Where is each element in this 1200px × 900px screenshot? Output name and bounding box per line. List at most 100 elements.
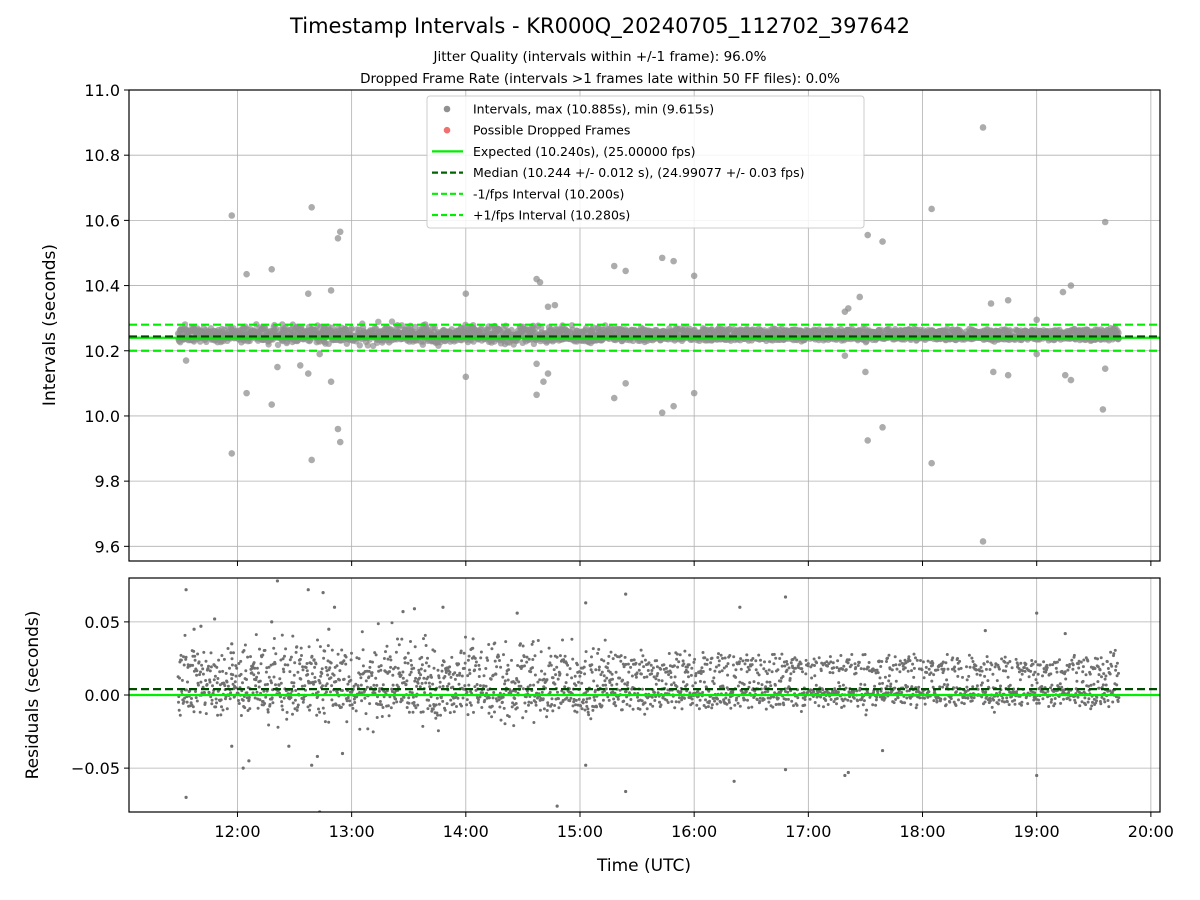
residual-point xyxy=(280,700,284,704)
residual-point xyxy=(312,682,315,686)
residual-point xyxy=(698,698,702,702)
residual-point xyxy=(891,663,895,667)
residual-point xyxy=(625,683,629,687)
residual-point xyxy=(680,698,684,702)
residual-point xyxy=(600,704,604,708)
residual-point xyxy=(392,701,396,705)
residual-point xyxy=(557,697,560,701)
residual-point xyxy=(935,699,939,703)
residual-point xyxy=(638,662,642,666)
residual-point xyxy=(673,706,677,710)
residual-point xyxy=(642,665,646,669)
residual-point xyxy=(710,656,714,660)
residual-point xyxy=(915,658,919,662)
residual-point xyxy=(329,661,333,665)
residual-point xyxy=(734,668,738,672)
residual-point xyxy=(481,691,484,695)
residual-point xyxy=(513,697,517,700)
residual-point xyxy=(353,701,357,704)
residual-point xyxy=(423,691,427,695)
residual-point xyxy=(382,657,386,660)
residual-point xyxy=(468,672,472,675)
residual-point xyxy=(430,675,433,679)
interval-outlier-point xyxy=(540,378,547,386)
residual-point xyxy=(524,709,528,713)
residual-point xyxy=(317,707,320,711)
residual-point xyxy=(717,663,721,667)
residual-point xyxy=(405,706,409,709)
residual-point xyxy=(650,695,654,699)
residual-point xyxy=(601,698,605,702)
residual-point xyxy=(510,658,513,662)
residual-point xyxy=(493,659,497,663)
interval-point xyxy=(203,338,210,346)
residual-point xyxy=(191,705,195,709)
residual-point xyxy=(788,677,792,680)
residual-point xyxy=(351,706,355,710)
residual-point xyxy=(313,680,317,684)
residual-point xyxy=(1007,703,1011,707)
residual-point xyxy=(205,683,209,686)
residual-point xyxy=(421,710,425,714)
residual-point xyxy=(906,685,909,689)
residual-point xyxy=(536,696,539,700)
residual-point xyxy=(289,696,293,699)
residual-point xyxy=(582,698,585,702)
residual-point xyxy=(571,657,575,661)
residual-point xyxy=(464,635,467,639)
residual-point xyxy=(554,673,558,677)
residual-point xyxy=(650,672,654,676)
residual-point xyxy=(220,654,224,657)
residual-point xyxy=(428,685,432,689)
residual-point xyxy=(284,647,288,651)
interval-outlier-point xyxy=(533,391,540,399)
residual-point xyxy=(230,657,234,661)
residual-point xyxy=(490,715,494,719)
residual-point xyxy=(477,698,480,702)
residual-point xyxy=(640,699,644,703)
residual-point xyxy=(203,701,207,705)
residual-point xyxy=(478,667,482,671)
residual-point xyxy=(543,672,547,676)
residual-point xyxy=(887,679,891,683)
residual-point xyxy=(350,651,353,655)
residual-point xyxy=(583,672,587,676)
interval-point xyxy=(348,325,355,332)
residual-point xyxy=(462,651,466,655)
residual-point xyxy=(983,674,987,678)
residual-point xyxy=(389,665,393,669)
residual-point xyxy=(667,673,671,677)
residual-point xyxy=(747,685,751,689)
residual-point xyxy=(766,696,770,700)
residual-point xyxy=(837,681,841,685)
residual-point xyxy=(306,673,310,676)
residual-point xyxy=(914,656,917,660)
residual-point xyxy=(441,684,445,688)
residual-point xyxy=(516,664,520,667)
residual-point xyxy=(278,677,282,681)
residual-point xyxy=(417,668,421,672)
residual-point xyxy=(389,658,393,662)
residual-point xyxy=(479,650,483,654)
residual-point xyxy=(931,685,935,689)
residual-point xyxy=(471,637,475,641)
residual-point xyxy=(428,704,432,708)
residual-point xyxy=(255,666,259,670)
residual-point xyxy=(356,684,360,688)
residual-point xyxy=(653,699,657,702)
residual-point xyxy=(760,691,764,695)
residual-point xyxy=(967,653,971,657)
residual-point xyxy=(651,704,655,708)
residual-point xyxy=(831,661,835,665)
residual-point xyxy=(513,681,517,685)
residual-point xyxy=(594,688,597,692)
residual-point xyxy=(1003,700,1006,704)
residual-point xyxy=(264,670,268,674)
residual-point xyxy=(885,684,889,688)
residual-point xyxy=(357,657,361,661)
residual-point xyxy=(701,691,705,694)
residual-point xyxy=(228,697,232,701)
residual-point xyxy=(248,707,252,711)
interval-outlier-point xyxy=(551,301,559,309)
residual-point xyxy=(466,658,470,662)
